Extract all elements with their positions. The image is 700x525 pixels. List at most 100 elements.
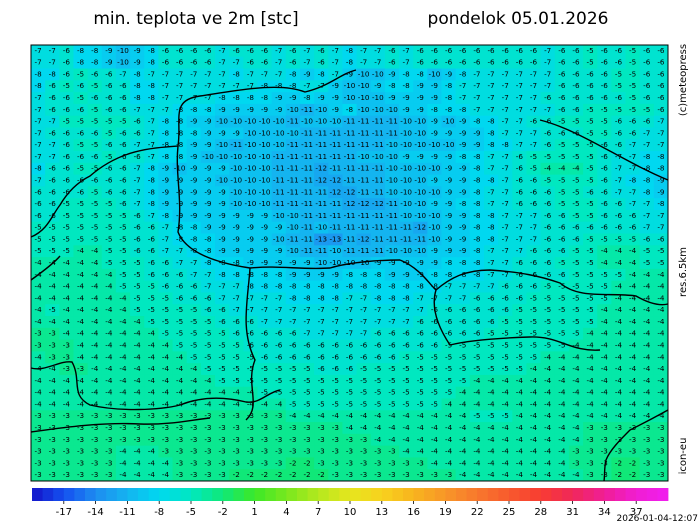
cell-label: -4 [615, 352, 623, 361]
cell-label: -6 [119, 199, 127, 208]
cell-label: -5 [629, 105, 636, 114]
cell [568, 115, 584, 128]
cell [115, 186, 131, 199]
cell-label: -3 [303, 423, 310, 432]
colorbar-step [456, 488, 467, 501]
cell-label: -7 [332, 305, 339, 314]
cell [59, 80, 74, 93]
cell-label: -7 [516, 105, 523, 114]
cell-label: -6 [487, 305, 495, 314]
colorbar-step [392, 488, 404, 501]
cell-label: -4 [119, 470, 127, 479]
cell-label: -4 [629, 282, 637, 291]
cell [59, 45, 74, 58]
cell-label: -5 [162, 305, 169, 314]
cell-label: -6 [544, 187, 552, 196]
cell-label: -7 [34, 152, 41, 161]
cell-label: -4 [91, 388, 99, 397]
cell-label: -5 [587, 234, 594, 243]
cell-label: -10 [414, 117, 426, 126]
cell-label: -4 [119, 364, 127, 373]
cell-label: -4 [134, 447, 142, 456]
cell-label: -5 [629, 93, 636, 102]
cell-label: -5 [105, 234, 112, 243]
cell-label: -10 [245, 187, 257, 196]
cell-label: -7 [544, 105, 551, 114]
colorbar-step [95, 488, 107, 501]
cell [87, 139, 103, 152]
cell-label: -3 [190, 423, 197, 432]
cell-label: -5 [572, 282, 579, 291]
cell [186, 127, 202, 140]
cell-label: -6 [643, 46, 651, 55]
cell-label: -5 [176, 340, 183, 349]
cell-label: -6 [105, 140, 113, 149]
cell-label: -9 [445, 223, 453, 232]
cell [31, 103, 46, 117]
cell [512, 80, 527, 93]
cell [59, 209, 74, 223]
cell-label: -5 [572, 258, 579, 267]
cell-label: -6 [134, 246, 142, 255]
colorbar-step [116, 488, 128, 501]
cell-label: -10 [216, 176, 228, 185]
cell-label: -4 [657, 364, 665, 373]
cell [144, 186, 159, 199]
cell-label: -4 [134, 399, 142, 408]
cell [130, 115, 145, 128]
cell-label: -6 [346, 340, 354, 349]
cell [568, 139, 584, 152]
cell-label: -5 [530, 305, 537, 314]
cell-label: -8 [388, 282, 396, 291]
cell-label: -6 [148, 223, 156, 232]
cell-label: -4 [629, 305, 637, 314]
cell-label: -11 [358, 211, 370, 220]
cell-label: -4 [473, 435, 481, 444]
cell-label: -7 [261, 69, 268, 78]
cell-label: -4 [615, 340, 623, 349]
cell-label: -10 [414, 187, 426, 196]
cell-label: -6 [544, 128, 552, 137]
cell-label: -6 [119, 128, 127, 137]
cell-label: -5 [516, 317, 523, 326]
cell-label: -6 [219, 317, 227, 326]
cell-label: -8 [629, 176, 637, 185]
cell-label: -6 [176, 293, 184, 302]
cell-label: -10 [372, 93, 384, 102]
cell-label: -4 [417, 411, 425, 420]
cell-label: -5 [417, 376, 424, 385]
cell-label: -7 [176, 258, 183, 267]
cell-label: -9 [247, 246, 255, 255]
cell [526, 68, 542, 81]
cell-label: -4 [445, 447, 453, 456]
cell [115, 103, 131, 117]
cell-label: -10 [259, 176, 271, 185]
cell-label: -9 [190, 117, 198, 126]
cell-label: -11 [400, 223, 412, 232]
cell [172, 127, 188, 140]
colorbar-step [593, 488, 605, 501]
cell [200, 127, 216, 140]
cell-label: -8 [148, 199, 156, 208]
cell-label: -4 [148, 447, 156, 456]
cell [611, 127, 627, 140]
cell-label: -6 [558, 105, 566, 114]
cell [356, 92, 372, 105]
cell [427, 45, 443, 58]
cell-label: -6 [233, 317, 241, 326]
cell-label: -8 [190, 234, 198, 243]
cell [328, 186, 343, 199]
cell-label: -6 [303, 340, 311, 349]
cell-label: -10 [287, 105, 299, 114]
cell-label: -7 [49, 46, 56, 55]
credit-label: (c)meteopress [678, 44, 689, 116]
cell [328, 115, 343, 128]
cell-label: -6 [275, 340, 283, 349]
cell-label: -9 [445, 211, 453, 220]
cell-label: -8 [445, 258, 453, 267]
cell-label: -6 [615, 46, 623, 55]
cell-label: -5 [601, 282, 608, 291]
cell-label: -5 [544, 329, 551, 338]
cell-label: -4 [615, 399, 623, 408]
cell [469, 162, 485, 176]
